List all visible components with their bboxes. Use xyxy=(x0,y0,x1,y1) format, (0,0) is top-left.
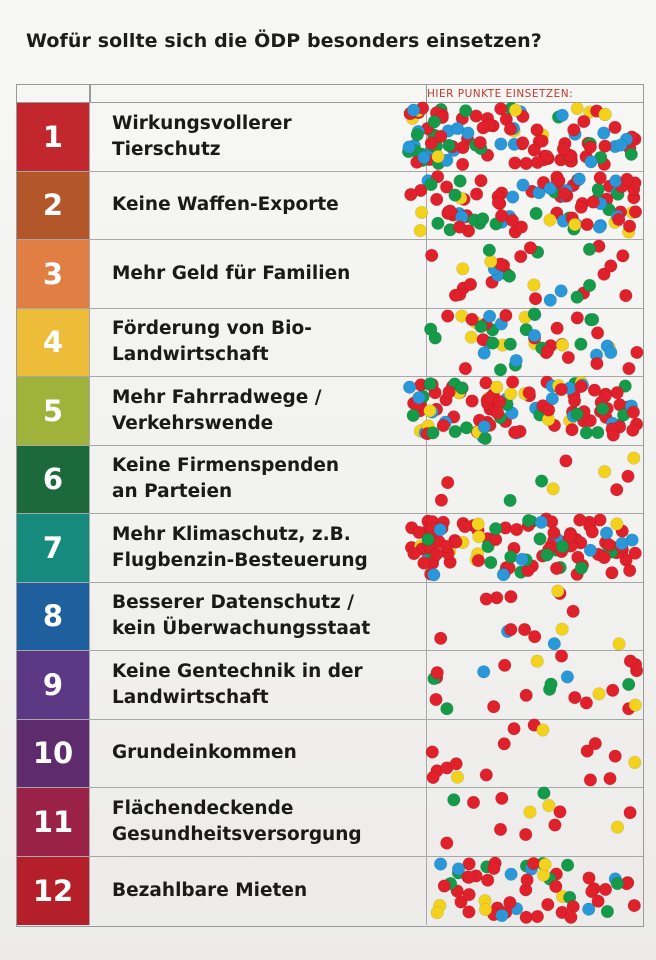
table-row: 3 Mehr Geld für Familien xyxy=(17,240,643,309)
table-row: 9 Keine Gentechnik in der Landwirtschaft xyxy=(17,651,643,720)
row-label: Wirkungsvollerer Tierschutz xyxy=(89,103,427,171)
row-number-badge: 12 xyxy=(17,856,89,925)
row-number-badge: 3 xyxy=(17,240,89,308)
row-number-badge: 11 xyxy=(17,788,89,856)
table-row: 8 Besserer Datenschutz / kein Überwachung… xyxy=(17,582,643,651)
table-header-row: HIER PUNKTE EINSETZEN: xyxy=(17,85,643,103)
row-number-badge: 8 xyxy=(17,582,89,650)
header-divider xyxy=(89,85,91,103)
row-label: Grundeinkommen xyxy=(89,719,427,787)
row-label: Mehr Klimaschutz, z.B. Flugbenzin-Besteu… xyxy=(89,514,427,582)
table-row: 10 Grundeinkommen xyxy=(17,719,643,788)
row-number-badge: 6 xyxy=(17,445,89,513)
table-row: 12 Bezahlbare Mieten xyxy=(17,856,643,925)
row-label: Bezahlbare Mieten xyxy=(89,856,427,925)
row-label: Keine Waffen-Exporte xyxy=(89,171,427,239)
row-label: Besserer Datenschutz / kein Überwachungs… xyxy=(89,582,427,650)
row-number-badge: 9 xyxy=(17,651,89,719)
row-label: Keine Gentechnik in der Landwirtschaft xyxy=(89,651,427,719)
dots-column-header: HIER PUNKTE EINSETZEN: xyxy=(427,88,574,100)
row-number-badge: 5 xyxy=(17,377,89,445)
table-row: 4 Förderung von Bio- Landwirtschaft xyxy=(17,308,643,377)
poster-title: Wofür sollte sich die ÖDP besonders eins… xyxy=(26,30,542,52)
row-number-badge: 7 xyxy=(17,514,89,582)
row-number-badge: 1 xyxy=(17,103,89,171)
row-number-badge: 4 xyxy=(17,308,89,376)
table-row: 2 Keine Waffen-Exporte xyxy=(17,171,643,240)
row-label: Flächendeckende Gesundheitsversorgung xyxy=(89,788,427,856)
row-number-badge: 10 xyxy=(17,719,89,787)
row-label: Mehr Fahrradwege / Verkehrswende xyxy=(89,377,427,445)
row-label: Mehr Geld für Familien xyxy=(89,240,427,308)
row-number-badge: 2 xyxy=(17,171,89,239)
voting-table: HIER PUNKTE EINSETZEN: 1 Wirkungsvollerer… xyxy=(16,84,644,927)
table-row: 5 Mehr Fahrradwege / Verkehrswende xyxy=(17,377,643,446)
table-row: 6 Keine Firmenspenden an Parteien xyxy=(17,445,643,514)
table-row: 1 Wirkungsvollerer Tierschutz xyxy=(17,103,643,172)
header-divider xyxy=(425,85,427,103)
table-row: 7 Mehr Klimaschutz, z.B. Flugbenzin-Beste… xyxy=(17,514,643,583)
row-label: Förderung von Bio- Landwirtschaft xyxy=(89,308,427,376)
row-label: Keine Firmenspenden an Parteien xyxy=(89,445,427,513)
table-row: 11 Flächendeckende Gesundheitsversorgung xyxy=(17,788,643,857)
